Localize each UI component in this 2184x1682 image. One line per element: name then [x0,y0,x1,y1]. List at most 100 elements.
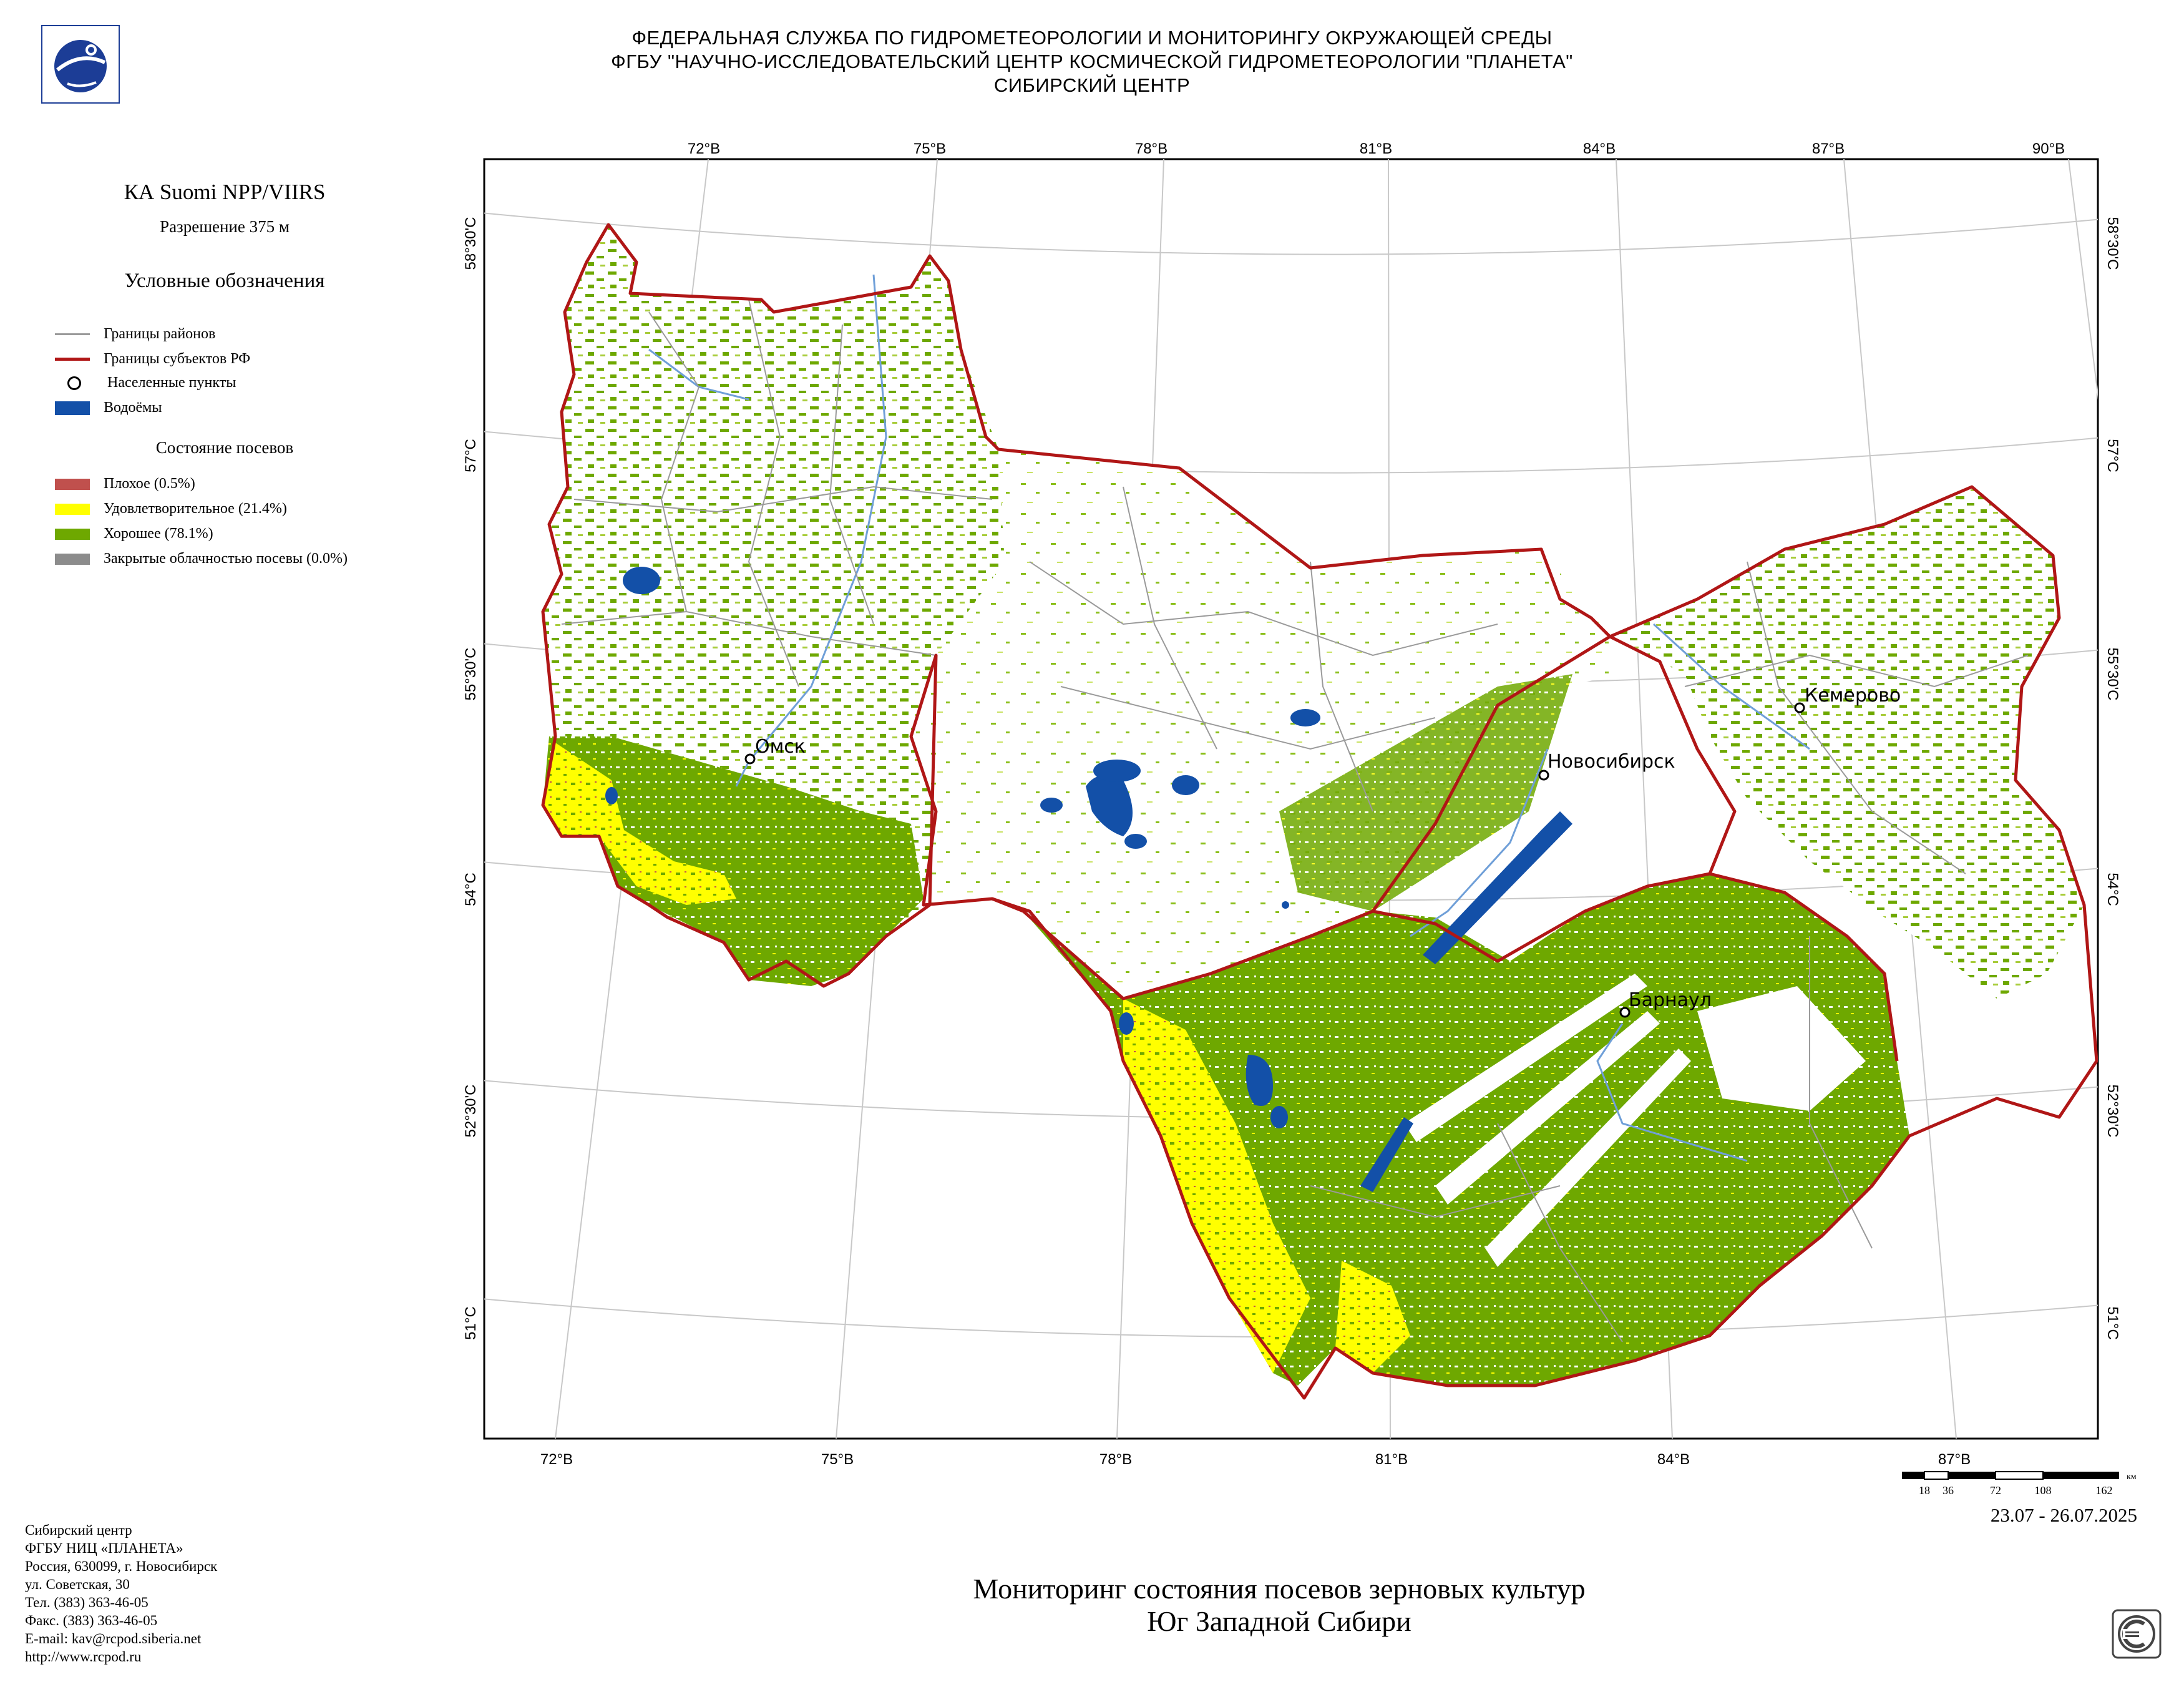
header-line-2: ФГБУ "НАУЧНО-ИССЛЕДОВАТЕЛЬСКИЙ ЦЕНТР КОС… [611,51,1573,72]
contact-line: Сибирский центр [25,1522,132,1538]
map-title-line-1: Мониторинг состояния посевов зерновых ку… [973,1573,1586,1605]
lat-label: 52°30'С [462,1085,479,1138]
lon-label: 72°В [540,1451,573,1468]
lat-label: 51°С [2104,1306,2121,1340]
scale-label: 36 [1943,1484,1954,1497]
contact-email: E-mail: kav@rcpod.siberia.net [25,1631,202,1646]
city-marker-icon [1794,702,1805,713]
lon-label: 72°В [688,140,720,157]
legend-item-district-borders: Границы районов [55,326,215,343]
settlement-circle-icon [67,376,81,390]
lat-label: 51°С [462,1306,479,1340]
good-swatch [55,528,90,540]
crop-legend-title: Состояние посевов [155,438,294,457]
water-bodies [605,567,1572,1192]
lon-label: 87°В [1812,140,1845,157]
lon-label: 75°В [821,1451,854,1468]
resolution-label: Разрешение 375 м [160,217,290,236]
novosibirsk-region-fields [911,449,1616,999]
altai-yellow-fields [1123,999,1310,1373]
forest-belts [1404,974,1866,1267]
contact-line: ул. Советская, 30 [25,1577,130,1592]
lat-label: 57°С [462,439,479,472]
scale-label: 162 [2096,1484,2113,1497]
legend-item-bad: Плохое (0.5%) [55,476,195,492]
lat-label: 54°С [2104,873,2121,906]
map-title-line-2: Юг Западной Сибири [1147,1605,1411,1637]
scale-label: 18 [1919,1484,1930,1497]
legend-item-water: Водоёмы [55,399,162,416]
kemerovo-region-fields [1610,487,2084,999]
city-label-novosibirsk: Новосибирск [1548,751,1675,773]
legend-item-good: Хорошее (78.1%) [55,526,213,542]
city-label-barnaul: Барнаул [1629,989,1712,1011]
lon-label: 78°В [1135,140,1168,157]
header-line-3: СИБИРСКИЙ ЦЕНТР [993,74,1191,96]
legend-title: Условные обозначения [124,270,325,292]
legend-item-region-borders: Границы субъектов РФ [55,351,250,368]
scale-unit: км [2127,1472,2137,1482]
region-borders [541,223,2098,1400]
city-label-kemerovo: Кемерово [1805,685,1901,707]
right-latitude-labels: 58°30'С 57°С 55°30'С 54°С 52°30'С 51°С [2104,217,2121,1340]
map-title: Мониторинг состояния посевов зерновых ку… [686,1573,1872,1638]
lat-label: 58°30'С [2104,217,2121,270]
omsk-yellow-fields [543,743,736,905]
lat-label: 52°30'С [2104,1085,2121,1138]
lat-label: 54°С [462,873,479,906]
lat-label: 58°30'С [462,217,479,270]
lat-label: 57°С [2104,439,2121,472]
header-line-1: ФЕДЕРАЛЬНАЯ СЛУЖБА ПО ГИДРОМЕТЕОРОЛОГИИ … [631,27,1553,49]
contact-line: ФГБУ НИЦ «ПЛАНЕТА» [25,1540,183,1556]
scale-label: 108 [2035,1484,2052,1497]
date-range: 23.07 - 26.07.2025 [1990,1504,2137,1526]
city-novosibirsk: Новосибирск [1538,751,1675,781]
satellite-label: КА Suomi NPP/VIIRS [124,180,326,204]
altai-yellow-fields-south [1335,1261,1410,1373]
lon-label: 81°В [1360,140,1392,157]
novosibirsk-east-fields [1279,674,1572,911]
satisfactory-swatch [55,503,90,515]
lon-label: 84°В [1657,1451,1690,1468]
city-label-omsk: Омск [755,736,806,758]
contact-line: Россия, 630099, г. Новосибирск [25,1558,218,1574]
region-border-swatch [55,358,90,361]
contact-website: http://www.rcpod.ru [25,1649,142,1665]
lon-label: 78°В [1099,1451,1132,1468]
planeta-logo-icon [41,25,120,104]
city-marker-icon [1538,770,1549,781]
city-marker-icon [1619,1007,1631,1018]
contact-line: Факс. (383) 363-46-05 [25,1613,158,1628]
contact-line: Тел. (383) 363-46-05 [25,1595,149,1610]
legend-item-cloud: Закрытые облачностью посевы (0.0%) [55,550,348,567]
legend-item-satisfactory: Удовлетворительное (21.4%) [55,501,287,517]
left-latitude-labels: 58°30'С 57°С 55°30'С 54°С 52°30'С 51°С [462,217,479,1340]
district-borders [561,299,2029,1342]
lon-label: 90°В [2032,140,2065,157]
legend-item-settlements: Населенные пункты [55,374,236,391]
bottom-longitude-labels: 72°В 75°В 78°В 81°В 84°В 87°В [540,1451,1971,1468]
omsk-south-fields [543,736,924,986]
lon-label: 81°В [1375,1451,1408,1468]
district-border-swatch [55,333,90,335]
city-kemerovo: Кемерово [1794,685,1901,713]
scale-bar: 18 36 72 108 162 км [1902,1471,2137,1497]
cloud-swatch [55,553,90,565]
iso-certification-icon [2112,1609,2162,1659]
bad-swatch [55,478,90,490]
city-barnaul: Барнаул [1619,989,1712,1018]
water-swatch [55,401,90,415]
lat-label: 55°30'С [2104,648,2121,701]
city-omsk: Омск [744,736,806,765]
top-longitude-labels: 72°В 75°В 78°В 81°В 84°В 87°В 90°В [688,140,2065,157]
city-marker-icon [744,753,756,765]
lon-label: 87°В [1938,1451,1971,1468]
header: ФЕДЕРАЛЬНАЯ СЛУЖБА ПО ГИДРОМЕТЕОРОЛОГИИ … [0,26,2184,97]
lon-label: 75°В [914,140,946,157]
cities: Омск Новосибирск Кемерово Барнаул [744,685,1901,1018]
lon-label: 84°В [1583,140,1616,157]
lat-label: 55°30'С [462,648,479,701]
scale-label: 72 [1990,1484,2001,1497]
contact-block: Сибирский центр ФГБУ НИЦ «ПЛАНЕТА» Росси… [25,1521,217,1666]
